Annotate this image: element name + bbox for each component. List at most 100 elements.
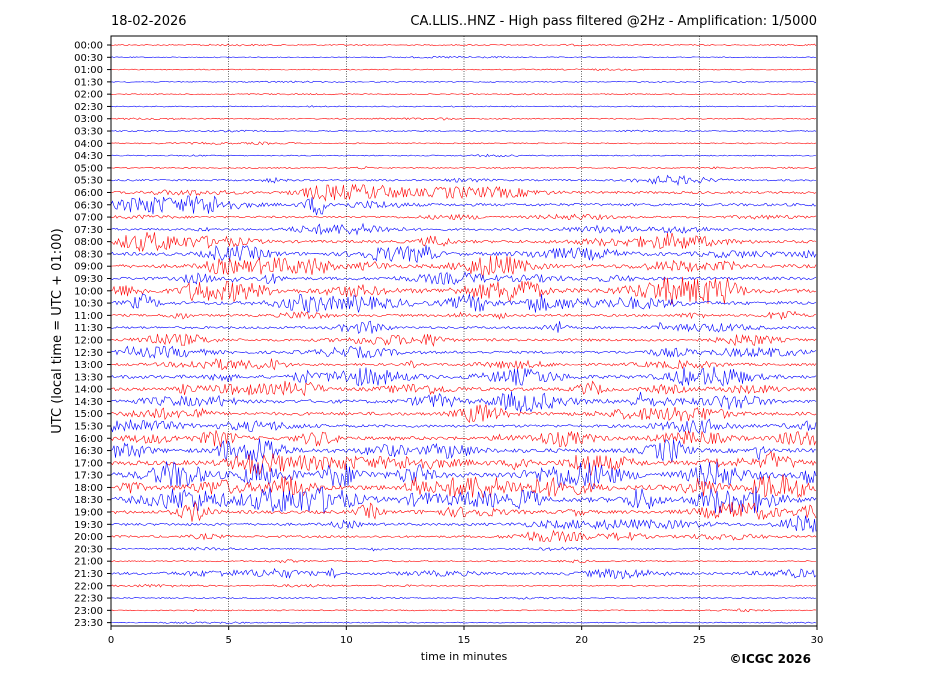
x-tick-label: 10 (340, 635, 353, 646)
trace-0430 (110, 153, 817, 158)
trace-0730 (110, 222, 817, 236)
y-tick-label: 13:30 (74, 372, 103, 383)
y-tick-label: 23:30 (74, 618, 103, 629)
trace-1900 (110, 501, 817, 522)
trace-0400 (110, 141, 817, 146)
trace-0530 (110, 174, 817, 187)
y-tick-label: 05:00 (74, 163, 103, 174)
y-tick-label: 12:30 (74, 348, 103, 359)
trace-2130 (110, 567, 817, 580)
trace-0200 (110, 93, 817, 96)
trace-0500 (110, 166, 817, 170)
y-tick-label: 11:30 (74, 323, 103, 334)
y-tick-label: 19:30 (74, 520, 103, 531)
y-tick-label: 12:00 (74, 335, 103, 346)
trace-0330 (110, 129, 817, 133)
y-tick-label: 05:30 (74, 176, 103, 187)
y-tick-label: 20:30 (74, 544, 103, 555)
y-tick-label: 23:00 (74, 606, 103, 617)
x-tick-label: 0 (108, 635, 114, 646)
y-tick-label: 10:30 (74, 299, 103, 310)
x-tick-label: 25 (693, 635, 706, 646)
y-tick-label: 17:00 (74, 458, 103, 469)
trace-2200 (110, 583, 817, 588)
trace-1200 (110, 333, 817, 347)
x-tick-label: 20 (575, 635, 588, 646)
y-tick-label: 02:00 (74, 90, 103, 101)
trace-0230 (110, 105, 817, 108)
y-tick-label: 08:00 (74, 237, 103, 248)
vertical-gridlines (228, 36, 700, 626)
y-tick-label: 01:30 (74, 77, 103, 88)
y-tick-label: 21:00 (74, 557, 103, 568)
trace-2300 (110, 608, 817, 613)
trace-0630 (110, 195, 817, 216)
trace-1530 (110, 418, 817, 434)
trace-1000 (110, 276, 817, 305)
y-tick-label: 22:00 (74, 581, 103, 592)
trace-1130 (110, 320, 817, 334)
trace-1500 (110, 404, 817, 424)
y-tick-label: 01:00 (74, 65, 103, 76)
y-axis-label: UTC (local time = UTC + 01:00) (50, 228, 65, 433)
trace-0100 (110, 68, 817, 71)
y-tick-label: 03:30 (74, 127, 103, 138)
y-tick-label: 09:30 (74, 274, 103, 285)
y-tick-label: 14:00 (74, 385, 103, 396)
chart-title: CA.LLIS..HNZ - High pass filtered @2Hz -… (410, 14, 817, 29)
y-tick-label: 04:00 (74, 139, 103, 150)
trace-1300 (110, 358, 817, 371)
y-tick-label: 07:00 (74, 213, 103, 224)
trace-1030 (110, 293, 817, 313)
y-tick-label: 18:30 (74, 495, 103, 506)
x-axis-label: time in minutes (421, 650, 508, 663)
y-tick-label: 14:30 (74, 397, 103, 408)
trace-0300 (110, 117, 817, 121)
y-tick-label: 04:30 (74, 151, 103, 162)
y-tick-label: 13:00 (74, 360, 103, 371)
trace-1230 (110, 345, 817, 359)
trace-1700 (110, 450, 817, 477)
x-axis: 0 5 10 15 20 25 30 (108, 626, 824, 646)
y-tick-label: 02:30 (74, 102, 103, 113)
trace-2030 (110, 546, 817, 552)
y-tick-label: 17:30 (74, 471, 103, 482)
y-tick-label: 20:00 (74, 532, 103, 543)
y-tick-label: 19:00 (74, 508, 103, 519)
y-tick-label: 18:00 (74, 483, 103, 494)
trace-2230 (110, 596, 817, 600)
trace-0800 (110, 232, 817, 253)
trace-0700 (110, 213, 817, 221)
trace-2000 (110, 529, 817, 543)
date-label: 18-02-2026 (111, 14, 187, 29)
trace-1600 (110, 429, 817, 448)
trace-1330 (110, 366, 817, 387)
y-tick-label: 03:00 (74, 114, 103, 125)
trace-2330 (110, 621, 817, 624)
y-tick-label: 15:30 (74, 421, 103, 432)
y-tick-label: 08:30 (74, 249, 103, 260)
x-tick-label: 5 (225, 635, 231, 646)
trace-0830 (110, 245, 817, 264)
trace-0600 (110, 183, 817, 202)
copyright-label: ©ICGC 2026 (729, 652, 811, 666)
trace-0130 (111, 80, 817, 83)
y-tick-label: 06:00 (74, 188, 103, 199)
trace-2100 (110, 559, 816, 564)
trace-0900 (110, 255, 817, 278)
trace-1630 (110, 438, 817, 463)
trace-0000 (110, 43, 817, 47)
y-tick-label: 16:00 (74, 434, 103, 445)
y-tick-label: 21:30 (74, 569, 103, 580)
y-tick-label: 07:30 (74, 225, 103, 236)
trace-0930 (110, 271, 817, 285)
x-tick-label: 30 (811, 635, 824, 646)
trace-1100 (110, 310, 817, 321)
trace-group (110, 43, 817, 624)
trace-0030 (110, 55, 817, 59)
x-tick-label: 15 (458, 635, 471, 646)
y-tick-label: 00:00 (74, 41, 103, 52)
y-tick-label: 15:00 (74, 409, 103, 420)
